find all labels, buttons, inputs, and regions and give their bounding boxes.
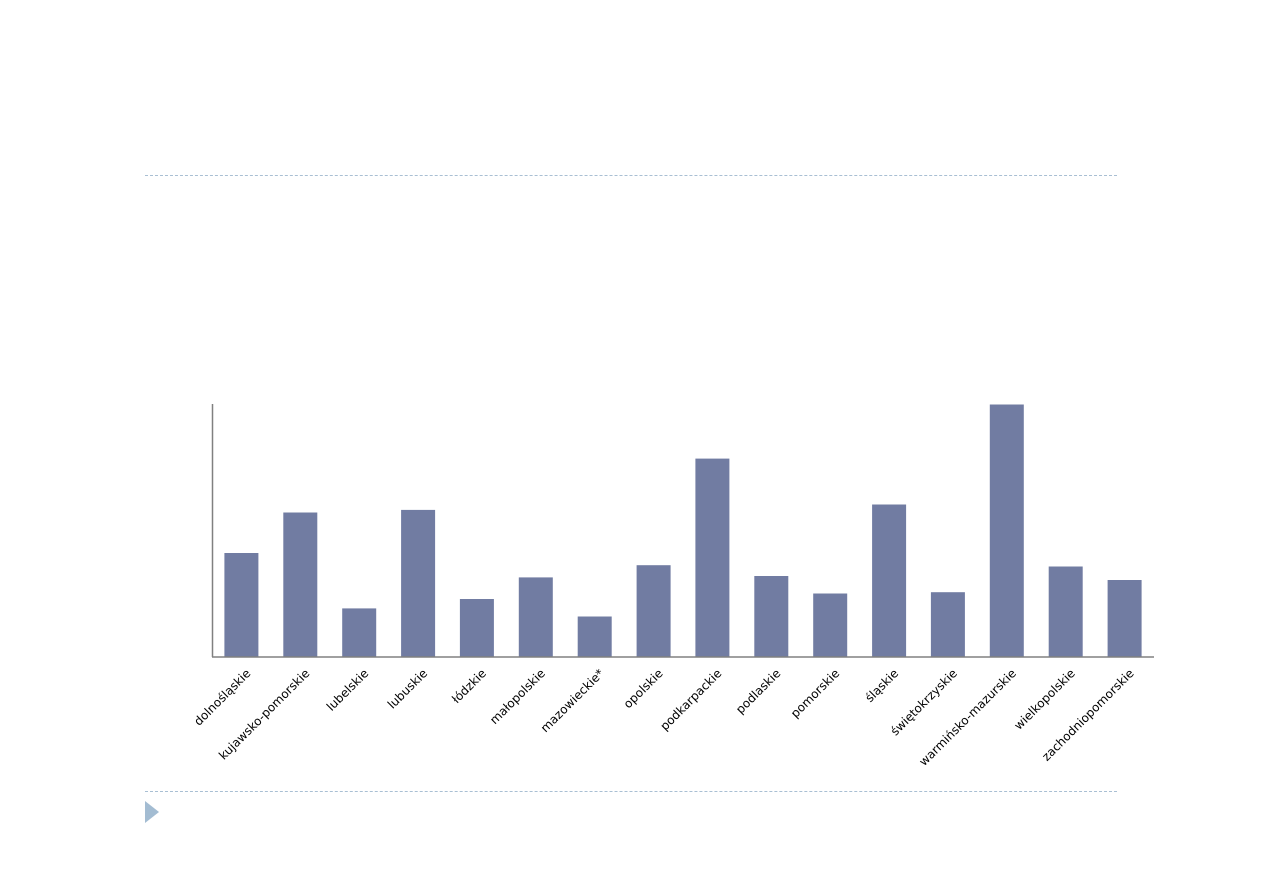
x-tick-label: łódzkie <box>449 666 489 706</box>
x-tick-label: opolskie <box>621 666 666 711</box>
x-tick-label: mazowieckie* <box>538 666 607 735</box>
x-tick-label: podlaskie <box>733 666 783 716</box>
bar-14 <box>1048 566 1083 657</box>
x-tick-label: lubelskie <box>324 666 372 714</box>
bar-5 <box>518 577 553 657</box>
x-tick-label: dolnośląskie <box>191 666 253 728</box>
bar-12 <box>930 592 965 657</box>
bar-6 <box>577 616 612 657</box>
bar-8 <box>695 458 730 657</box>
bars-group <box>224 404 1142 658</box>
x-tick-label: małopolskie <box>487 666 548 727</box>
bar-9 <box>754 576 789 657</box>
triangle-right-icon <box>145 801 159 823</box>
x-tick-label: pomorskie <box>788 666 842 720</box>
bar-2 <box>342 608 377 657</box>
bar-10 <box>813 593 848 657</box>
bar-11 <box>872 504 907 657</box>
bar-13 <box>989 404 1024 657</box>
x-tick-label: wielkopolskie <box>1011 666 1077 732</box>
bottom-dashed-divider <box>145 791 1117 792</box>
bar-1 <box>283 512 318 657</box>
bar-3 <box>401 509 436 658</box>
bar-7 <box>636 565 671 657</box>
bar-15 <box>1107 580 1142 657</box>
x-tick-label: podkarpackie <box>657 666 724 733</box>
top-dashed-divider <box>145 175 1117 176</box>
bar-0 <box>224 553 259 657</box>
x-tick-label: śląskie <box>862 666 901 705</box>
x-tick-label: lubuskie <box>385 666 430 711</box>
x-tick-label: warmińsko-mazurskie <box>916 666 1019 769</box>
bar-4 <box>459 599 494 657</box>
